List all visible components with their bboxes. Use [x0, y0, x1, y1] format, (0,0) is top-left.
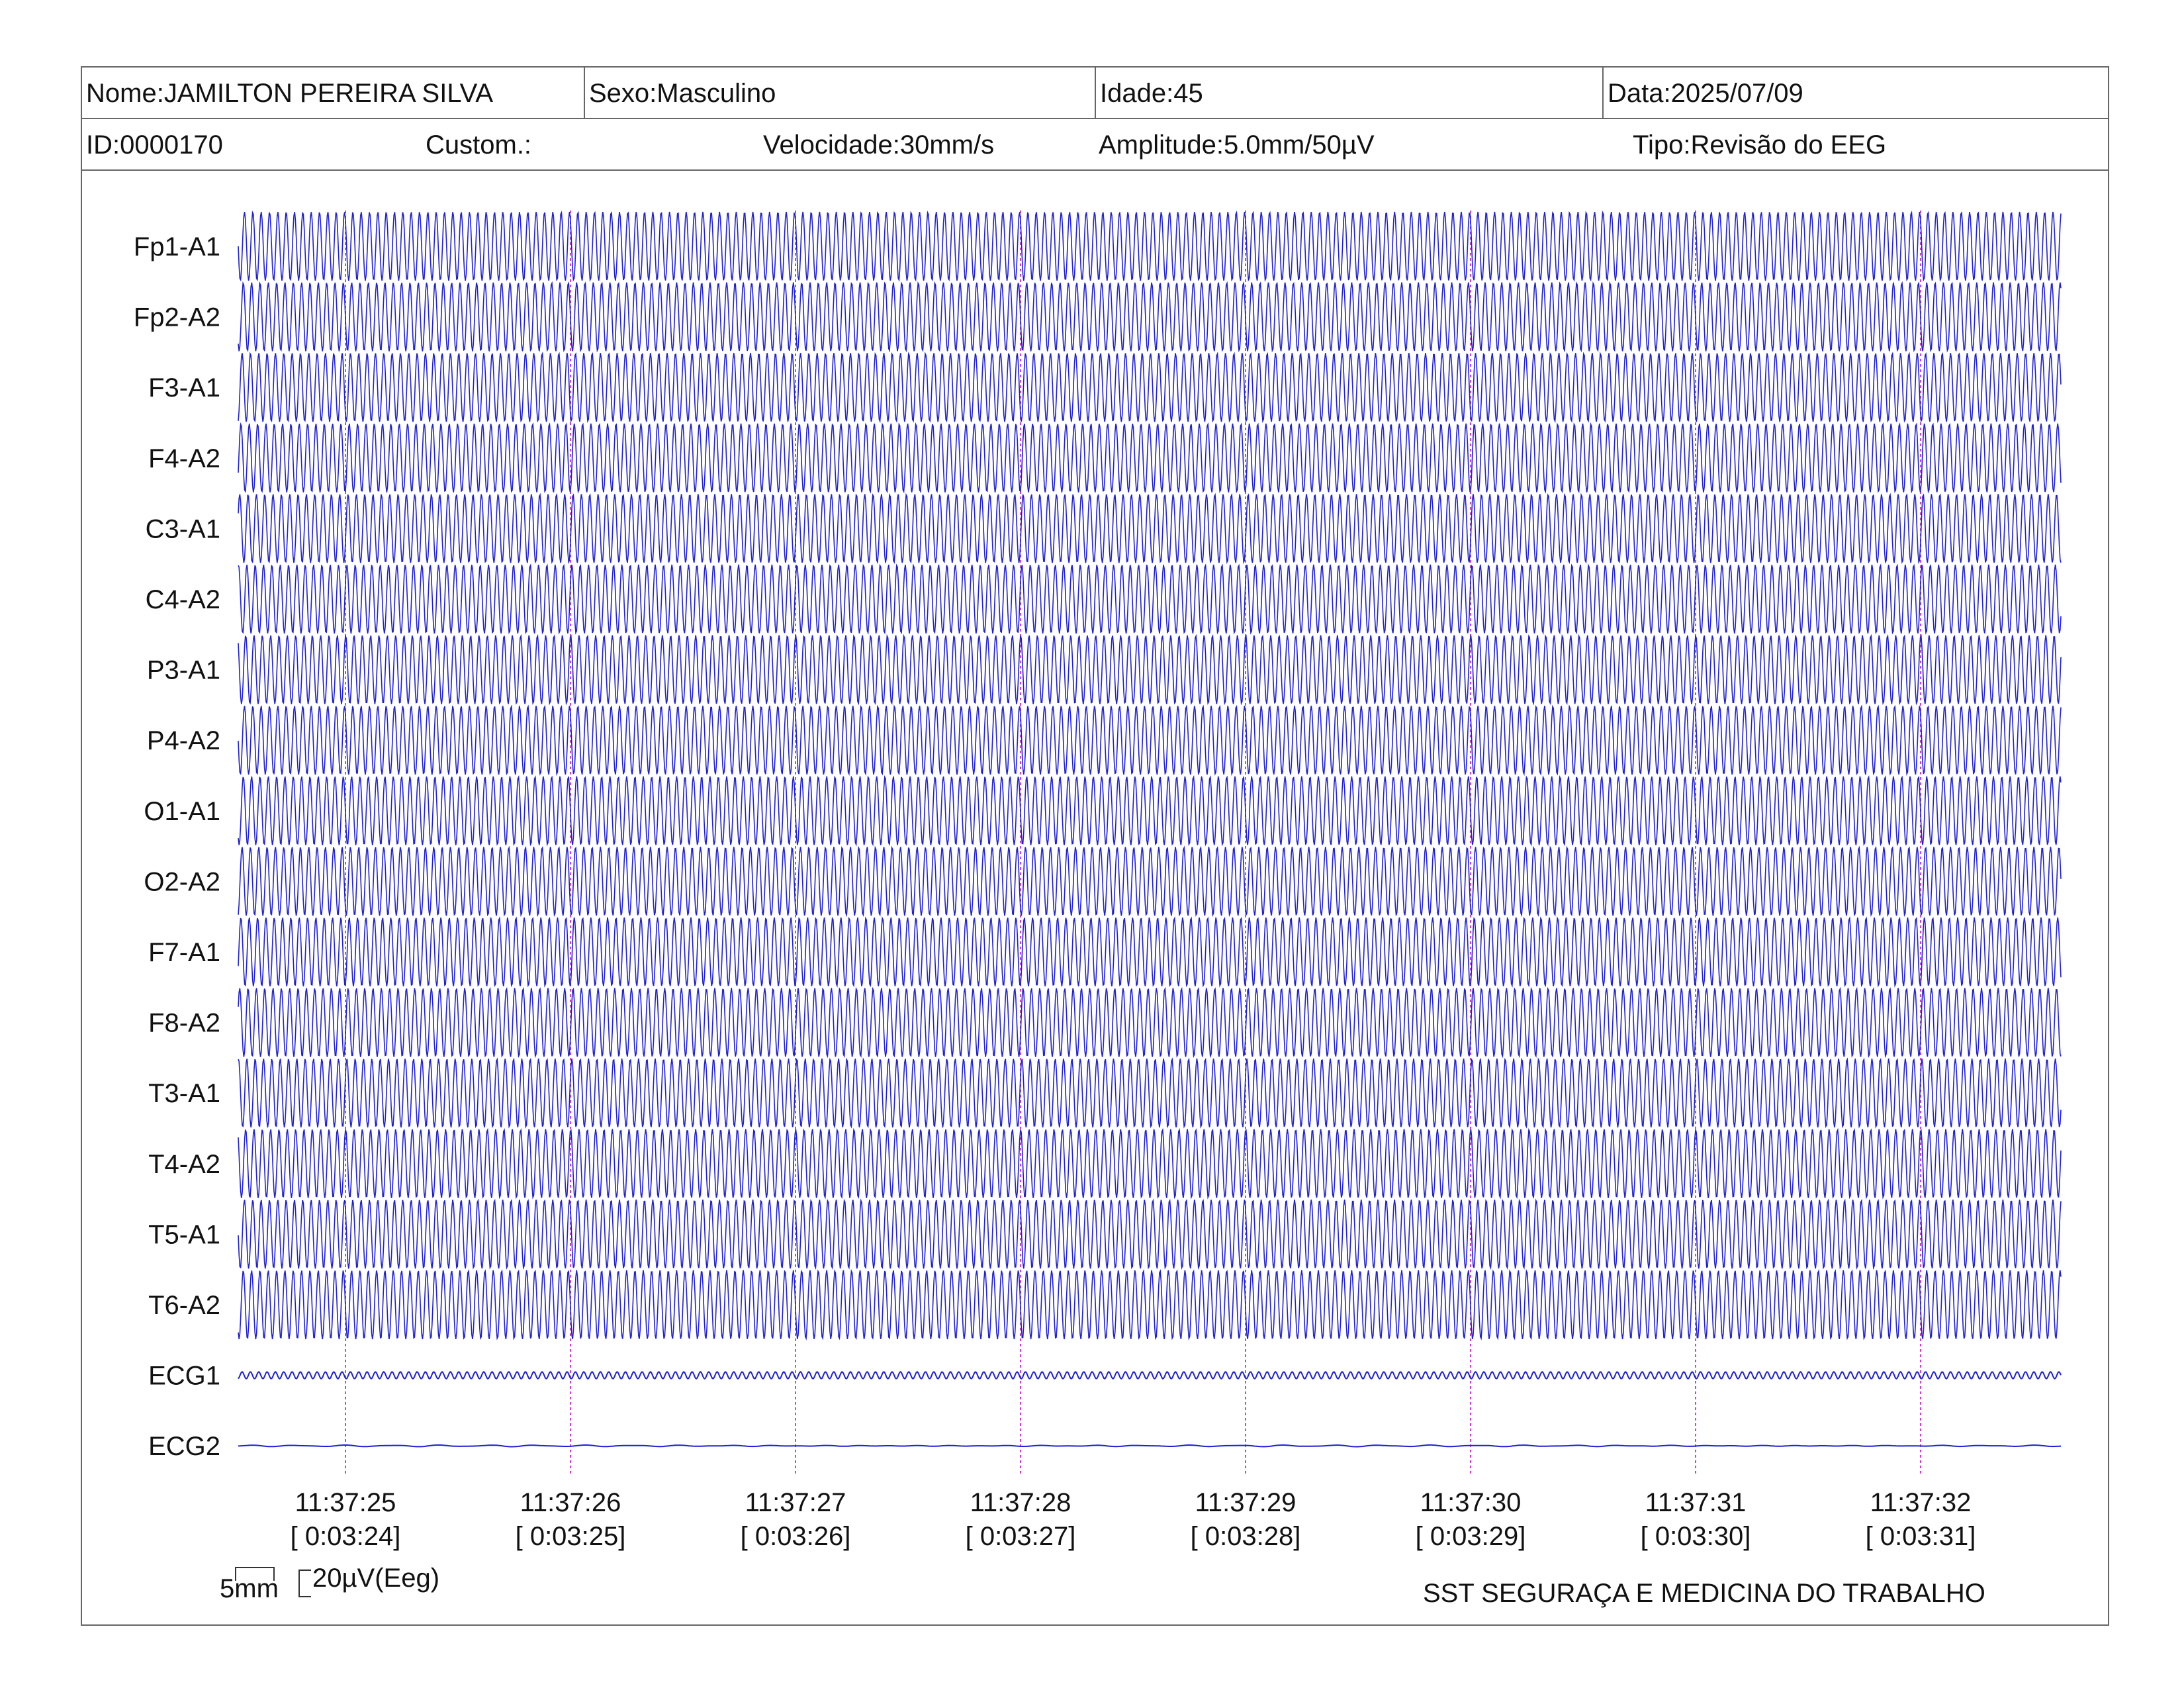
- channel-label: F7-A1: [148, 938, 220, 967]
- time-marker-lines: [345, 211, 1921, 1475]
- trace-t4-a2: [238, 1127, 2062, 1199]
- time-tick-clock: 11:37:31: [1645, 1488, 1747, 1517]
- amplitude-scale-bracket: [298, 1570, 311, 1597]
- patient-name: Nome:JAMILTON PEREIRA SILVA: [86, 79, 493, 108]
- channel-label: Fp2-A2: [134, 303, 220, 332]
- time-tick-clock: 11:37:30: [1420, 1488, 1522, 1517]
- channel-label: ECG2: [148, 1432, 220, 1461]
- time-tick-clock: 11:37:26: [520, 1488, 621, 1517]
- custom-field: Custom.:: [426, 130, 532, 160]
- report-frame: Nome:JAMILTON PEREIRA SILVA Sexo:Masculi…: [81, 66, 2109, 1626]
- amplitude-setting: Amplitude:5.0mm/50µV: [1099, 130, 1375, 160]
- trace-fp1-a1: [238, 211, 2062, 282]
- channel-label: P4-A2: [147, 726, 220, 755]
- channel-label: T5-A1: [148, 1220, 220, 1249]
- trace-f7-a1: [238, 916, 2062, 988]
- trace-ecg1: [238, 1371, 2062, 1380]
- time-tick-elapsed: [ 0:03:28]: [1191, 1522, 1301, 1551]
- time-tick-elapsed: [ 0:03:24]: [291, 1522, 401, 1551]
- channel-label: C3-A1: [146, 514, 220, 543]
- time-tick-clock: 11:37:27: [745, 1488, 846, 1517]
- patient-id: ID:0000170: [86, 130, 223, 160]
- trace-t6-a2: [238, 1269, 2062, 1340]
- scale-amplitude-label: 20µV(Eeg): [312, 1564, 440, 1593]
- channel-label: O1-A1: [144, 797, 220, 826]
- trace-f8-a2: [238, 986, 2062, 1058]
- channel-label: F4-A2: [148, 444, 220, 473]
- trace-o1-a1: [238, 774, 2062, 847]
- time-tick-clock: 11:37:29: [1195, 1488, 1297, 1517]
- time-tick-elapsed: [ 0:03:27]: [966, 1522, 1076, 1551]
- trace-ecg2: [238, 1444, 2062, 1448]
- time-tick-clock: 11:37:28: [970, 1488, 1071, 1517]
- time-tick-elapsed: [ 0:03:29]: [1416, 1522, 1526, 1551]
- eeg-traces: [238, 211, 2062, 1448]
- trace-t5-a1: [238, 1198, 2062, 1270]
- time-tick-labels: 11:37:25 [ 0:03:24] 11:37:26 [ 0:03:25] 11:3…: [291, 1488, 1976, 1551]
- channel-label: F8-A2: [148, 1009, 220, 1038]
- channel-label: O2-A2: [144, 867, 220, 896]
- company-name: SST SEGURAÇA E MEDICINA DO TRABALHO: [1423, 1579, 1985, 1608]
- time-scale-bracket: [235, 1567, 275, 1581]
- channel-label: P3-A1: [147, 656, 220, 685]
- paper-speed: Velocidade:30mm/s: [763, 130, 995, 160]
- trace-p4-a2: [238, 704, 2062, 776]
- scale-bar: [235, 1567, 311, 1597]
- time-tick-elapsed: [ 0:03:26]: [741, 1522, 851, 1551]
- exam-date: Data:2025/07/09: [1602, 68, 1803, 119]
- channel-label: T3-A1: [148, 1079, 220, 1108]
- trace-f4-a2: [238, 422, 2062, 494]
- time-tick-clock: 11:37:32: [1870, 1488, 1972, 1517]
- channel-label: C4-A2: [146, 585, 220, 614]
- channel-label: Fp1-A1: [134, 232, 220, 261]
- header-row-settings: ID:0000170 Custom.: Velocidade:30mm/s Am…: [82, 119, 2108, 171]
- trace-o2-a2: [238, 845, 2062, 917]
- channel-labels: Fp1-A1 Fp2-A2 F3-A1 F4-A2 C3-A1 C4-A2 P3-A1 P4-…: [134, 232, 220, 1461]
- channel-label: T6-A2: [148, 1291, 220, 1320]
- time-tick-elapsed: [ 0:03:31]: [1866, 1522, 1976, 1551]
- trace-p3-a1: [238, 633, 2062, 706]
- time-tick-elapsed: [ 0:03:25]: [516, 1522, 626, 1551]
- scale-time-label: 5mm: [220, 1574, 279, 1603]
- channel-label: ECG1: [148, 1362, 220, 1391]
- channel-label: T4-A2: [148, 1150, 220, 1179]
- time-tick-clock: 11:37:25: [295, 1488, 396, 1517]
- review-type: Tipo:Revisão do EEG: [1633, 130, 1887, 160]
- trace-c4-a2: [238, 563, 2062, 635]
- patient-age: Idade:45: [1095, 68, 1203, 119]
- header-row-patient: Nome:JAMILTON PEREIRA SILVA Sexo:Masculi…: [82, 68, 2108, 119]
- trace-fp2-a2: [238, 281, 2062, 353]
- trace-c3-a1: [238, 492, 2062, 565]
- trace-f3-a1: [238, 352, 2062, 424]
- channel-label: F3-A1: [148, 373, 220, 402]
- patient-sex: Sexo:Masculino: [584, 68, 776, 119]
- trace-t3-a1: [238, 1057, 2062, 1129]
- time-tick-elapsed: [ 0:03:30]: [1641, 1522, 1751, 1551]
